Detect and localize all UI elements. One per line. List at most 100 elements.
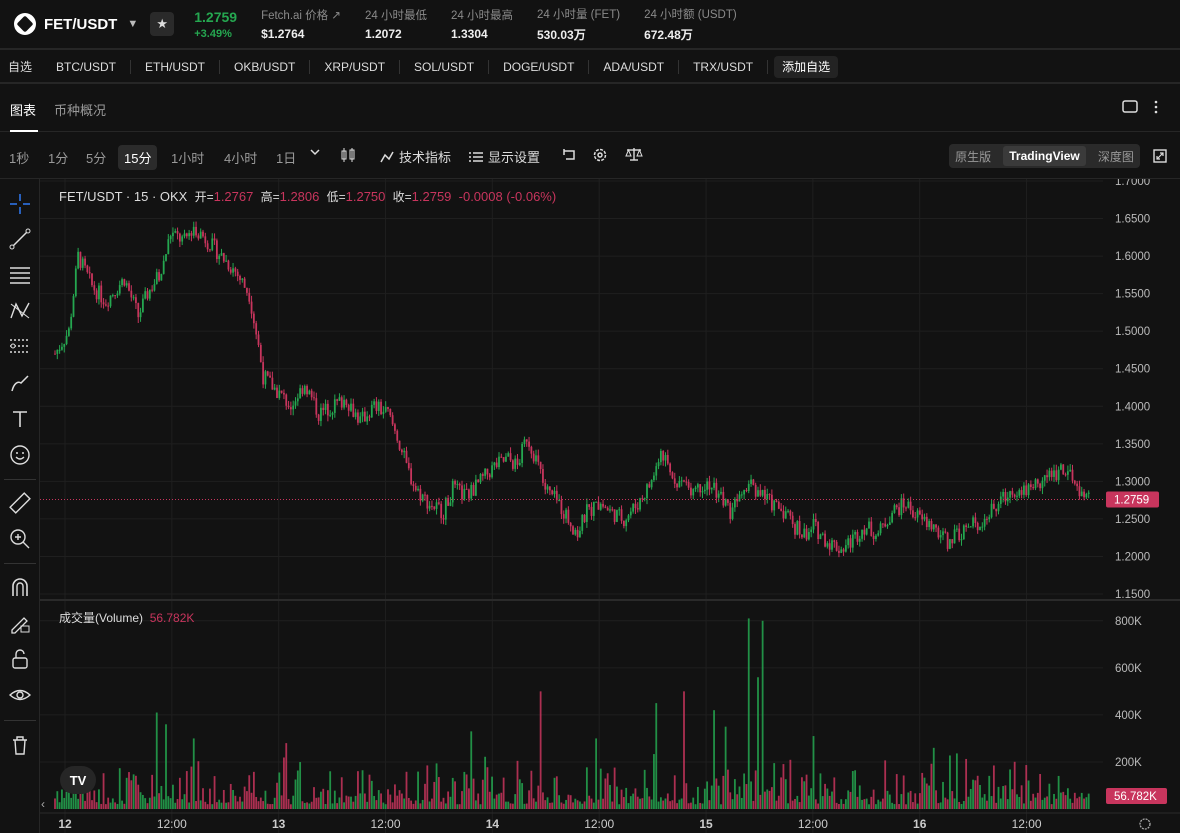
volume-bar	[255, 796, 258, 809]
gear-icon[interactable]	[592, 147, 608, 163]
watchlist-item[interactable]: XRP/USDT	[310, 60, 401, 74]
brush-icon[interactable]	[7, 370, 33, 396]
candle-body	[338, 397, 341, 401]
volume-bar	[840, 799, 843, 809]
candle-body	[900, 498, 903, 516]
volume-bar	[252, 771, 255, 809]
candle-body	[798, 521, 801, 535]
volume-bar	[125, 777, 128, 809]
timeframe-4h[interactable]: 4小时	[224, 151, 258, 166]
volume-bar	[807, 795, 810, 809]
candle-body	[123, 279, 126, 286]
watchlist-item[interactable]: ETH/USDT	[131, 60, 221, 74]
price-block: 1.2759 +3.49%	[194, 9, 237, 40]
timeframe-1s[interactable]: 1秒	[9, 151, 30, 166]
favorite-star-button[interactable]: ★	[150, 12, 175, 36]
watchlist-item[interactable]: DOGE/USDT	[489, 60, 590, 74]
volume-bar	[888, 794, 891, 809]
candle-body	[266, 371, 269, 376]
indicators-button[interactable]: 技术指标	[380, 147, 451, 166]
candle-body	[352, 403, 355, 417]
candle-type-icon[interactable]	[341, 147, 355, 163]
ruler-icon[interactable]	[7, 490, 33, 516]
candle-body	[310, 390, 313, 398]
text-tool-icon[interactable]	[7, 406, 33, 432]
more-vertical-icon[interactable]	[1154, 100, 1158, 117]
screenshot-icon[interactable]	[562, 147, 576, 161]
candle-body	[960, 539, 963, 541]
volume-bar	[953, 798, 956, 809]
eye-icon[interactable]	[7, 682, 33, 708]
volume-bar	[817, 803, 820, 809]
candle-body	[902, 498, 905, 508]
pattern-icon[interactable]	[7, 298, 33, 324]
volume-bar	[669, 801, 672, 809]
crosshair-icon[interactable]	[7, 191, 33, 217]
volume-bar	[616, 786, 618, 809]
scale-balance-icon[interactable]	[625, 147, 643, 161]
watchlist-item[interactable]: TRX/USDT	[679, 60, 769, 74]
emoji-icon[interactable]	[7, 442, 33, 468]
fullscreen-icon[interactable]	[1153, 149, 1167, 163]
volume-bar	[731, 799, 734, 809]
volume-bar	[893, 804, 896, 809]
candle-body	[414, 486, 417, 491]
watchlist-item[interactable]: SOL/USDT	[400, 60, 490, 74]
fet-logo-icon	[14, 13, 36, 35]
horizontal-lines-icon[interactable]	[7, 262, 33, 288]
volume-bar	[516, 760, 519, 809]
volume-bar	[153, 796, 156, 809]
view-tradingview[interactable]: TradingView	[1003, 146, 1086, 166]
candle-body	[759, 490, 762, 496]
timeframe-1d[interactable]: 1日	[276, 151, 297, 166]
tab-overview[interactable]: 币种概况	[54, 103, 107, 118]
trend-line-icon[interactable]	[7, 226, 33, 252]
zoom-in-icon[interactable]	[7, 526, 33, 552]
pair-selector[interactable]: FET/USDT ▼	[0, 0, 138, 49]
volume-bar	[391, 802, 394, 809]
volume-bar	[935, 790, 937, 809]
lock-drawing-icon[interactable]	[7, 610, 33, 636]
watchlist-title[interactable]: 自选	[8, 60, 33, 74]
volume-bar	[676, 803, 678, 809]
candle-body	[627, 515, 630, 521]
timeframe-more-chevron-icon[interactable]	[310, 148, 320, 156]
volume-bar	[400, 793, 403, 809]
candle-body	[935, 524, 937, 528]
volume-bar	[838, 804, 840, 809]
list-icon	[469, 151, 483, 162]
volume-bar	[914, 793, 917, 809]
timeframe-15m[interactable]: 15分	[118, 145, 158, 170]
candle-body	[743, 490, 746, 495]
view-native[interactable]: 原生版	[955, 149, 992, 164]
candle-body	[949, 539, 951, 549]
timeframe-1h[interactable]: 1小时	[171, 151, 205, 166]
display-settings-button[interactable]: 显示设置	[469, 147, 540, 166]
volume-bar	[417, 771, 419, 809]
timeframe-5m[interactable]: 5分	[86, 151, 107, 166]
view-depth[interactable]: 深度图	[1097, 149, 1134, 164]
volume-bar	[1009, 769, 1011, 809]
timeframe-1m[interactable]: 1分	[48, 151, 69, 166]
candle-body	[606, 507, 609, 511]
chevron-down-icon[interactable]: ▼	[127, 18, 139, 30]
window-icon[interactable]	[1122, 100, 1138, 117]
watchlist-item[interactable]: OKB/USDT	[220, 60, 311, 74]
candle-body	[380, 401, 382, 415]
volume-bar	[202, 788, 204, 809]
fib-retracement-icon[interactable]	[7, 334, 33, 360]
volume-bar	[854, 770, 857, 809]
add-watchlist-button[interactable]: 添加自选	[774, 56, 839, 78]
pair-name[interactable]: FET/USDT	[44, 15, 118, 33]
trash-icon[interactable]	[7, 732, 33, 758]
stat-index-price[interactable]: Fetch.ai 价格 ↗ $1.2764	[261, 7, 341, 41]
tradingview-chart[interactable]: 1.7000 1.6500 1.6000 1.5500 1.5000 1.4500 1.40…	[40, 179, 1180, 833]
watchlist-item[interactable]: BTC/USDT	[42, 60, 132, 74]
magnet-icon[interactable]	[7, 574, 33, 600]
candle-body	[572, 526, 574, 535]
unlock-icon[interactable]	[7, 646, 33, 672]
candle-body	[569, 522, 572, 527]
tradingview-logo[interactable]: TV	[60, 766, 96, 794]
tab-chart[interactable]: 图表	[10, 103, 37, 118]
watchlist-item[interactable]: ADA/USDT	[589, 60, 680, 74]
